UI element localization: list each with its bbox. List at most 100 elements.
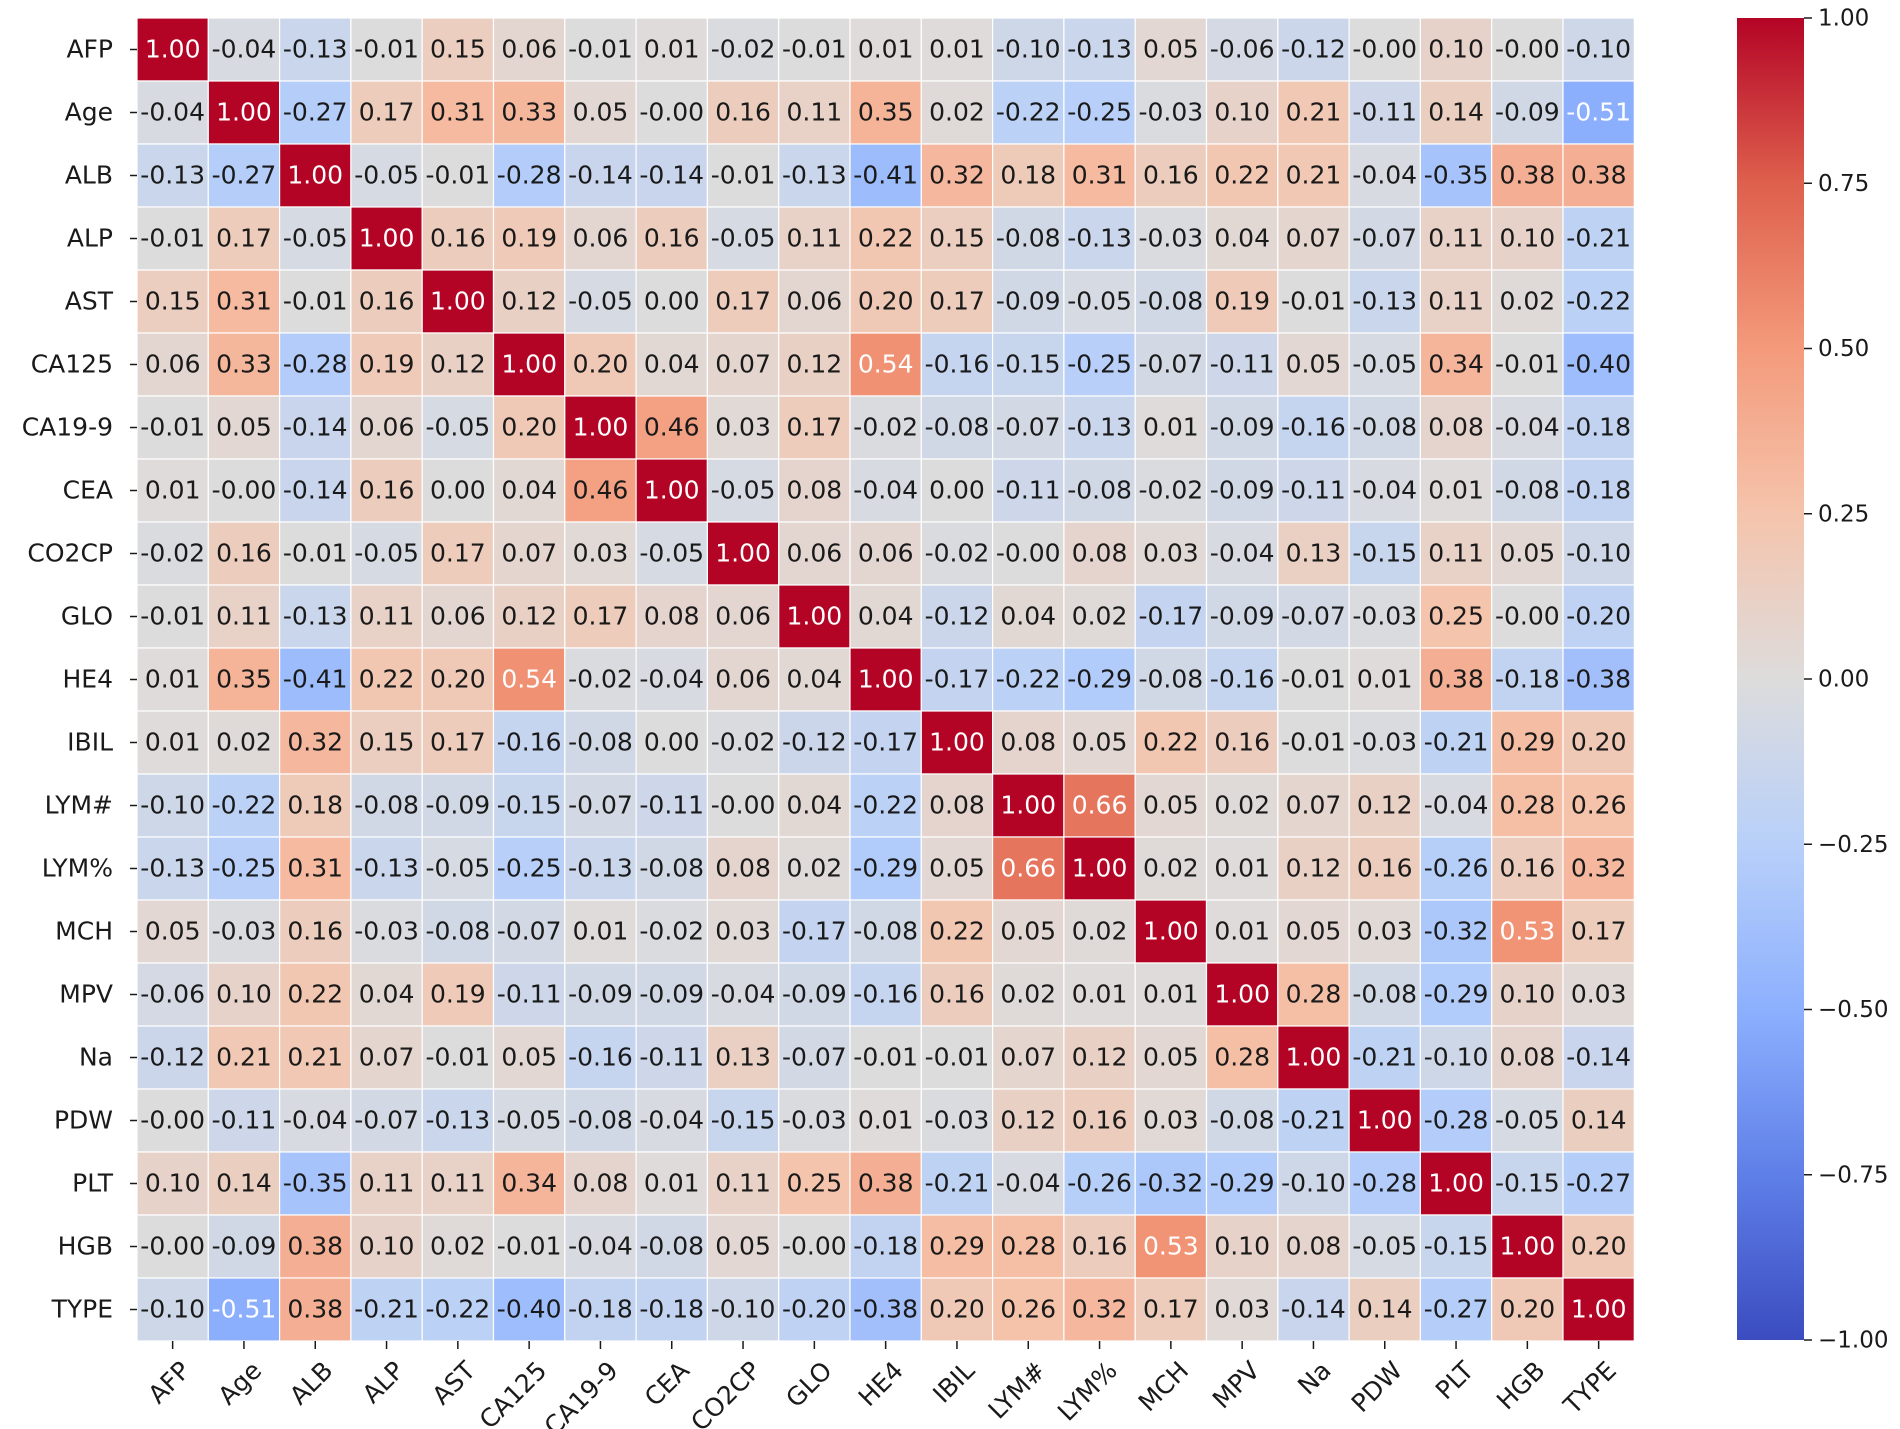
heatmap-cell-glo-ast	[421, 584, 495, 649]
heatmap-cell-age-type	[1562, 80, 1635, 145]
cell-value-label: 0.54	[858, 350, 914, 379]
cell-value-label: -0.05	[1067, 287, 1132, 316]
y-tick-label-ca19-9: CA19-9	[22, 413, 113, 442]
cell-value-label: 0.19	[501, 224, 557, 253]
cell-value-label: -0.08	[1210, 1106, 1275, 1135]
cell-value-label: 0.17	[929, 287, 985, 316]
cell-value-label: 0.02	[216, 728, 272, 757]
cell-value-label: -0.18	[1566, 413, 1631, 442]
cell-value-label: -0.01	[283, 287, 348, 316]
cell-value-label: 0.17	[430, 539, 486, 568]
cell-value-label: 0.13	[715, 1043, 771, 1072]
heatmap-cell-alb-ca19-9	[564, 143, 637, 208]
heatmap-cell-ca125-ca19-9	[564, 332, 637, 397]
cell-value-label: 0.04	[787, 791, 843, 820]
cell-value-label: -0.10	[711, 1295, 776, 1324]
heatmap-cell-he4-ibil	[920, 647, 994, 712]
heatmap-cell-ast-hgb	[1491, 269, 1564, 334]
heatmap-cell-cea-mpv	[1205, 458, 1279, 523]
cell-value-label: 0.25	[1428, 602, 1484, 631]
cell-value-label: -0.22	[996, 98, 1061, 127]
cell-value-label: 0.35	[858, 98, 914, 127]
x-tick-label-co2cp: CO2CP	[685, 1356, 766, 1429]
cell-value-label: 0.14	[1571, 1106, 1627, 1135]
heatmap-cell-cea-type	[1562, 458, 1635, 523]
cell-value-label: -0.11	[212, 1106, 277, 1135]
heatmap-cell-lym-pct-type	[1562, 836, 1635, 901]
cell-value-label: -0.05	[568, 287, 633, 316]
cell-value-label: -0.11	[639, 1043, 704, 1072]
cell-value-label: 0.15	[929, 224, 985, 253]
cell-value-label: 0.08	[1500, 1043, 1556, 1072]
cell-value-label: 0.05	[715, 1232, 771, 1261]
heatmap-cell-alp-type	[1562, 206, 1635, 271]
cell-value-label: -0.01	[1495, 350, 1560, 379]
heatmap-cell-mpv-ca19-9	[564, 962, 637, 1027]
cell-value-label: 0.11	[216, 602, 272, 631]
cell-value-label: -0.08	[1352, 413, 1417, 442]
heatmap-cell-plt-pdw	[1348, 1151, 1421, 1216]
cell-value-label: 0.11	[1428, 224, 1484, 253]
heatmap-cell-na-ast	[421, 1025, 495, 1090]
heatmap-cell-ast-alb	[279, 269, 352, 334]
heatmap-cell-plt-ca19-9	[564, 1151, 637, 1216]
cell-value-label: 0.16	[929, 980, 985, 1009]
heatmap-cell-plt-type	[1562, 1151, 1635, 1216]
cell-value-label: -0.07	[354, 1106, 419, 1135]
cell-value-label: -0.05	[639, 539, 704, 568]
cell-value-label: -0.18	[853, 1232, 918, 1261]
cell-value-label: -0.04	[711, 980, 776, 1009]
heatmap-cell-lym-pct-ast	[421, 836, 495, 901]
y-tick-label-afp: AFP	[66, 35, 113, 64]
cell-value-label: 0.10	[1500, 224, 1556, 253]
y-tick-label-ibil: IBIL	[67, 728, 113, 757]
cell-value-label: -0.13	[1352, 287, 1417, 316]
heatmap-cell-alp-ibil	[920, 206, 994, 271]
cell-value-label: -0.04	[853, 476, 918, 505]
heatmap-cell-mpv-lym-pct	[1063, 962, 1136, 1027]
heatmap-cell-mpv-cea	[635, 962, 708, 1027]
cell-value-label: 1.00	[1286, 1043, 1342, 1072]
cell-value-label: -0.07	[1352, 224, 1417, 253]
colorbar-tick-label: 0.00	[1818, 667, 1869, 693]
cell-value-label: -0.40	[497, 1295, 562, 1324]
cell-value-label: -0.13	[140, 161, 205, 190]
heatmap-cell-ca125-plt	[1419, 332, 1493, 397]
heatmap-cell-alb-cea	[635, 143, 708, 208]
cell-value-label: 0.31	[1072, 161, 1128, 190]
heatmap-cell-he4-hgb	[1491, 647, 1564, 712]
heatmap-cell-type-co2cp	[706, 1277, 780, 1342]
y-tick-label-ca125: CA125	[31, 350, 113, 379]
heatmap-cell-ca125-mch	[1134, 332, 1208, 397]
heatmap-cell-hgb-lym-num	[991, 1214, 1065, 1279]
cell-value-label: 0.10	[1214, 98, 1270, 127]
y-tick-label-mch: MCH	[55, 917, 113, 946]
heatmap-cell-ca125-glo	[778, 332, 851, 397]
heatmap-cell-ca19-9-type	[1562, 395, 1635, 460]
heatmap-cell-ibil-co2cp	[706, 710, 780, 775]
heatmap-cell-afp-glo	[778, 17, 851, 82]
cell-value-label: 0.01	[929, 35, 985, 64]
cell-value-label: -0.29	[1067, 665, 1132, 694]
heatmap-cell-lym-pct-cea	[635, 836, 708, 901]
cell-value-label: -0.09	[1210, 602, 1275, 631]
cell-value-label: 0.19	[1214, 287, 1270, 316]
heatmap-cell-pdw-ast	[421, 1088, 495, 1153]
heatmap-cell-age-glo	[778, 80, 851, 145]
heatmap-cell-cea-plt	[1419, 458, 1493, 523]
heatmap-cell-ca19-9-ast	[421, 395, 495, 460]
heatmap-cell-ca125-alb	[279, 332, 352, 397]
cell-value-label: 0.08	[1000, 728, 1056, 757]
heatmap-cell-ca19-9-mpv	[1205, 395, 1279, 460]
heatmap-cell-alb-ast	[421, 143, 495, 208]
heatmap-cell-ca19-9-afp	[136, 395, 209, 460]
cell-value-label: -0.13	[1067, 35, 1132, 64]
y-tick-label-lym-num: LYM#	[45, 791, 113, 820]
cell-value-label: -0.13	[283, 602, 348, 631]
cell-value-label: 0.10	[145, 1169, 201, 1198]
cell-value-label: -0.01	[711, 161, 776, 190]
heatmap-cell-plt-mpv	[1205, 1151, 1279, 1216]
heatmap-cell-he4-pdw	[1348, 647, 1421, 712]
heatmap-cell-he4-plt	[1419, 647, 1493, 712]
cell-value-label: 0.28	[1000, 1232, 1056, 1261]
